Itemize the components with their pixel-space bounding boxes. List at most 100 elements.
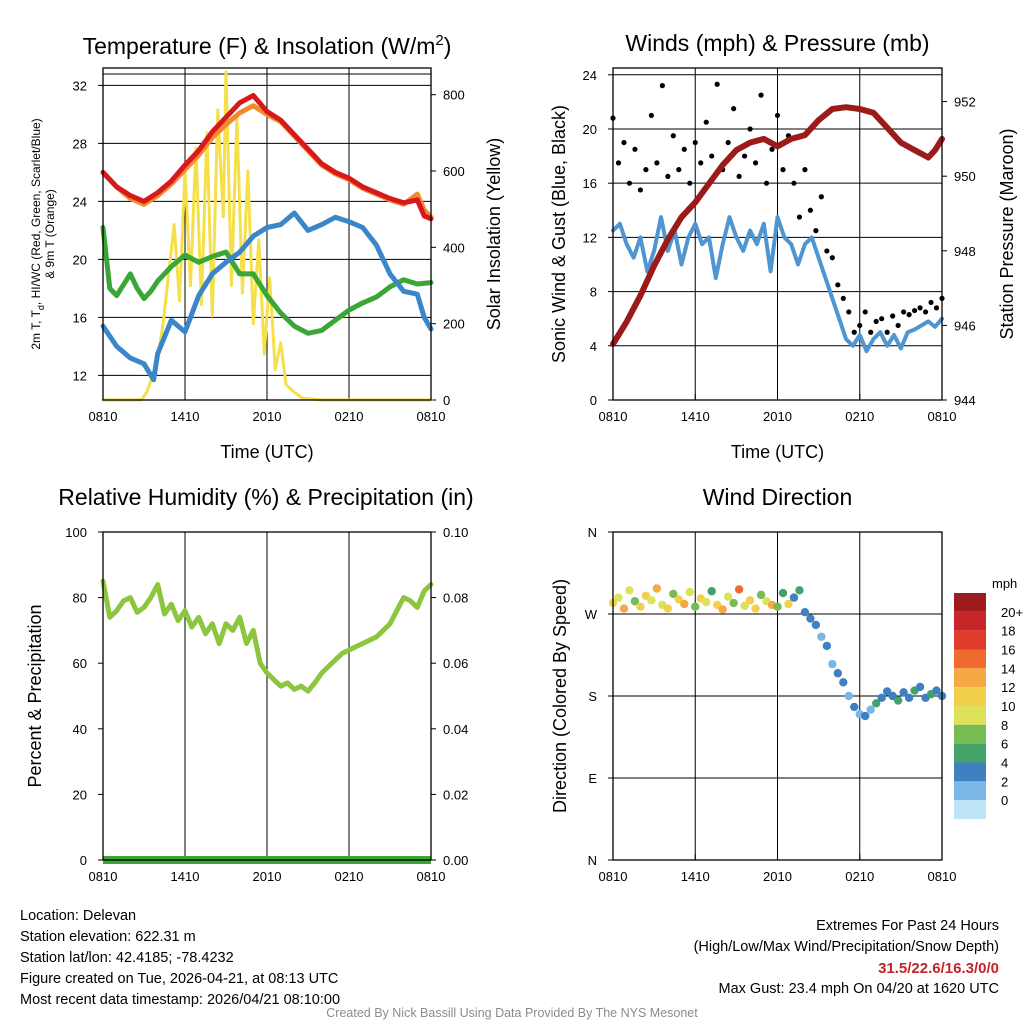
- gust-point: [890, 313, 896, 319]
- direction-point: [630, 597, 640, 606]
- gust-point: [873, 318, 879, 325]
- direction-point: [625, 586, 634, 595]
- y-tick-label: 0: [80, 853, 87, 868]
- colorbar-label: 6: [1001, 737, 1008, 752]
- figure-created: Figure created on Tue, 2026-04-21, at 08…: [20, 971, 339, 987]
- gust-point: [615, 160, 622, 166]
- heat-index-line: [100, 210, 434, 383]
- colorbar-label: 16: [1001, 643, 1015, 658]
- plot-border: [102, 67, 432, 401]
- y-tick-label: N: [588, 525, 597, 540]
- panel-title: Wind Direction: [703, 484, 853, 510]
- x-axis-label: Time (UTC): [731, 442, 824, 462]
- colorbar-label: 20+: [1001, 605, 1023, 620]
- direction-point: [861, 711, 870, 721]
- extremes-values: 31.5/22.6/16.3/0/0: [878, 960, 999, 977]
- direction-point: [702, 597, 711, 607]
- colorbar-swatch: [954, 762, 986, 782]
- x-tick-label: 1410: [171, 869, 200, 884]
- gust-point: [637, 187, 644, 193]
- x-tick-label: 0210: [845, 409, 874, 424]
- gust-point: [626, 180, 633, 186]
- direction-point: [778, 588, 788, 598]
- colorbar-label: 0: [1001, 793, 1008, 808]
- gust-point: [857, 322, 863, 329]
- x-tick-label: 2010: [763, 869, 792, 884]
- colorbar-swatch: [954, 781, 986, 801]
- gust-point: [731, 106, 737, 112]
- x-axis-label: Time (UTC): [220, 442, 313, 462]
- gust-point: [769, 146, 775, 152]
- gust-point: [895, 322, 901, 329]
- y2-tick-label: 0.06: [443, 656, 468, 671]
- plot-border: [612, 531, 943, 861]
- y-tick-label: 20: [583, 122, 597, 137]
- x-tick-label: 0810: [928, 409, 957, 424]
- direction-point: [893, 696, 903, 705]
- gust-point: [802, 167, 808, 173]
- y-tick-label: N: [588, 853, 597, 868]
- sonic-wind-line: [611, 215, 944, 354]
- station-latlon: Station lat/lon: 42.4185; -78.4232: [20, 950, 234, 966]
- direction-point: [652, 584, 662, 593]
- y-tick-label: 24: [73, 194, 87, 209]
- colorbar-swatch: [954, 687, 986, 706]
- y-axis-label-line2: & 9m T (Orange): [43, 189, 57, 279]
- station-location: Location: Delevan: [20, 908, 137, 924]
- gust-point: [840, 295, 846, 301]
- colorbar-label: 2: [1001, 774, 1008, 789]
- gust-point: [824, 248, 830, 254]
- wind-pressure-panel: 0810 1410 2010 0210 081004812162024944946948…: [549, 30, 1017, 462]
- panel-title: Relative Humidity (%) & Precipitation (i…: [58, 484, 473, 510]
- direction-point: [663, 604, 673, 613]
- y2-tick-label: 948: [954, 244, 976, 259]
- y2-tick-label: 200: [443, 317, 465, 332]
- x-tick-label: 2010: [763, 409, 792, 424]
- x-tick-label: 0810: [928, 869, 957, 884]
- gust-point: [736, 173, 742, 180]
- gust-point: [884, 329, 890, 335]
- direction-point: [800, 607, 810, 617]
- y-tick-label: 20: [73, 787, 87, 802]
- y2-tick-label: 400: [443, 240, 465, 255]
- direction-point: [822, 641, 832, 651]
- y2-tick-label: 0.00: [443, 853, 468, 868]
- plot-border: [612, 67, 943, 401]
- extremes-title: Extremes For Past 24 Hours: [816, 918, 999, 934]
- gust-point: [670, 133, 676, 139]
- colorbar-label: 10: [1001, 699, 1015, 714]
- y-tick-label: 16: [73, 310, 87, 325]
- colorbar-swatch: [954, 668, 986, 688]
- gust-point: [868, 329, 874, 335]
- direction-point: [723, 592, 733, 601]
- x-tick-label: 0810: [599, 409, 628, 424]
- y2-tick-label: 0.08: [443, 591, 468, 606]
- gust-point: [813, 228, 819, 234]
- direction-point: [619, 604, 629, 613]
- direction-point: [745, 596, 755, 605]
- gust-point: [687, 180, 693, 186]
- panel-title: Winds (mph) & Pressure (mb): [625, 30, 929, 56]
- gust-point: [796, 214, 803, 220]
- insolation-line: [101, 70, 433, 402]
- gust-point: [709, 153, 715, 159]
- plot-border: [102, 531, 432, 861]
- y-tick-label: W: [585, 607, 598, 622]
- colorbar-swatch: [954, 630, 986, 650]
- colorbar-label: 8: [1001, 718, 1008, 733]
- y2-tick-label: 944: [954, 393, 976, 408]
- direction-point: [734, 585, 744, 594]
- gust-point: [901, 309, 907, 315]
- y-tick-label: 32: [73, 78, 87, 93]
- gust-point: [851, 329, 857, 335]
- y-axis-label: Sonic Wind & Gust (Blue, Black): [549, 105, 569, 363]
- title-suffix: ): [444, 33, 452, 59]
- y2-tick-label: 800: [443, 88, 465, 103]
- title-superscript: 2: [435, 32, 443, 49]
- gust-point: [654, 160, 660, 166]
- gust-point: [906, 312, 912, 318]
- x-tick-label: 0810: [417, 409, 446, 424]
- gust-point: [911, 307, 918, 314]
- direction-point: [915, 682, 925, 692]
